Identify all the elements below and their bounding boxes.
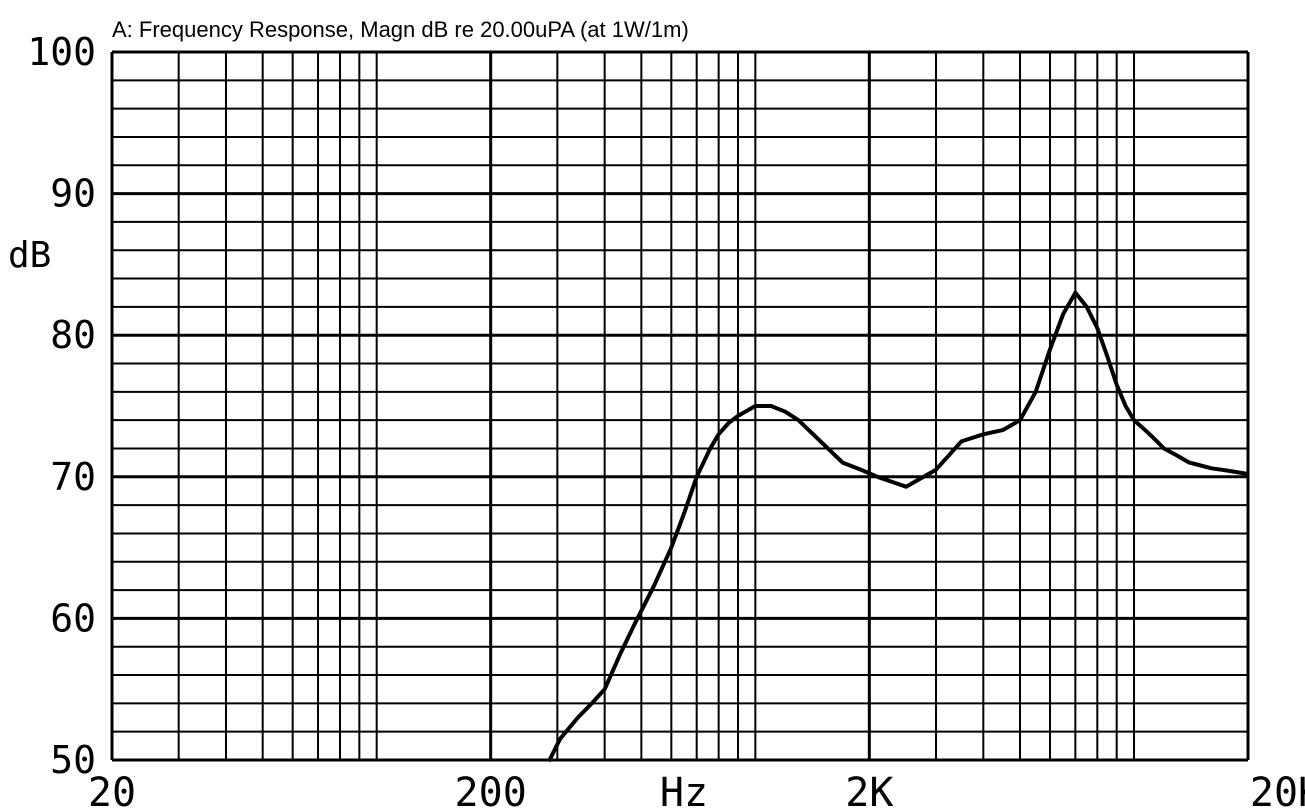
series-line: [547, 290, 1249, 763]
x-tick-label: 200: [455, 770, 527, 809]
x-axis-label: Hz: [660, 770, 708, 809]
x-tick-label: 2K: [845, 770, 893, 809]
x-tick-label: 20: [88, 770, 136, 809]
x-tick-label: 20K: [1250, 770, 1305, 809]
y-tick-label: 80: [50, 313, 96, 357]
grid: [110, 50, 1250, 762]
tick-labels: 50 60 70 80 90 100 20 200 2K 20K: [27, 30, 1305, 809]
y-tick-label: 90: [50, 172, 96, 216]
y-tick-label: 70: [50, 455, 96, 499]
y-tick-label: 100: [27, 30, 96, 74]
chart-title: A: Frequency Response, Magn dB re 20.00u…: [112, 17, 689, 42]
y-tick-label: 50: [50, 738, 96, 782]
y-axis-label: dB: [8, 235, 51, 276]
y-tick-label: 60: [50, 596, 96, 640]
